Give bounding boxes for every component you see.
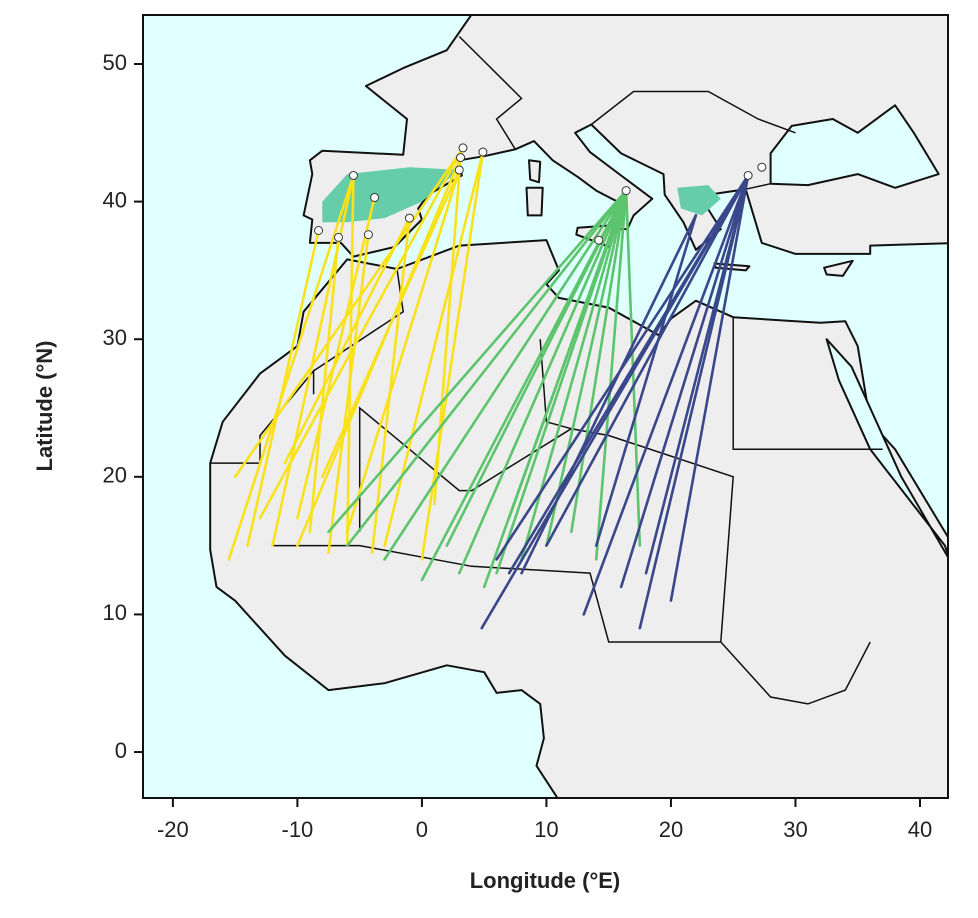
migration-track <box>520 189 628 561</box>
island <box>528 159 542 184</box>
x-tick-label: -10 <box>282 817 314 842</box>
border <box>313 268 405 372</box>
migration-track <box>644 174 750 575</box>
y-tick-label: 20 <box>103 463 127 488</box>
migration-track <box>327 233 370 554</box>
x-tick-label: -20 <box>157 817 189 842</box>
migration-track <box>296 196 376 520</box>
migration-track <box>327 189 628 534</box>
migration-track <box>345 168 461 534</box>
migration-track <box>233 146 465 479</box>
migration-track <box>433 156 462 506</box>
breeding-site <box>757 162 767 172</box>
island <box>823 259 854 277</box>
breeding-site <box>348 170 358 180</box>
breeding-site <box>404 213 414 223</box>
border <box>745 182 771 190</box>
x-axis-title: Longitude (°E) <box>470 868 621 893</box>
x-tick-label: 10 <box>534 817 558 842</box>
border <box>720 641 871 705</box>
migration-track <box>507 189 628 520</box>
migration-track <box>283 216 411 465</box>
migration-track <box>545 174 750 547</box>
breeding-site <box>458 143 468 153</box>
migration-track <box>227 174 355 561</box>
migration-track <box>582 174 750 616</box>
breeding-site <box>363 230 373 240</box>
migration-track <box>669 174 750 602</box>
x-tick-label: 0 <box>416 817 428 842</box>
migration-track <box>258 146 465 520</box>
border <box>358 406 734 643</box>
y-tick-label: 0 <box>115 738 127 763</box>
breeding-site <box>314 225 324 235</box>
breeding-site <box>333 232 343 242</box>
breeding-site <box>370 192 380 202</box>
y-tick-label: 40 <box>103 187 127 212</box>
migration-track <box>445 189 628 547</box>
breeding-range <box>677 185 721 216</box>
x-tick-label: 30 <box>783 817 807 842</box>
migration-track <box>345 174 355 547</box>
red-sea <box>825 338 948 560</box>
migration-track <box>321 168 461 479</box>
breeding-site <box>478 147 488 157</box>
x-tick-label: 20 <box>659 817 683 842</box>
migration-track <box>457 189 628 575</box>
land-europe <box>302 15 948 258</box>
border <box>539 339 572 430</box>
breeding-site <box>621 186 631 196</box>
y-tick-label: 30 <box>103 325 127 350</box>
border <box>732 317 883 451</box>
migration-track <box>520 214 698 575</box>
migration-track <box>594 189 628 561</box>
border <box>272 544 721 643</box>
y-tick-label: 50 <box>103 50 127 75</box>
tracks <box>227 143 767 630</box>
breeding-site <box>594 235 604 245</box>
migration-track <box>246 229 320 547</box>
breeding-site <box>743 170 753 180</box>
migration-track <box>383 150 485 547</box>
y-axis-title: Latitude (°N) <box>32 340 57 471</box>
migration-track <box>420 150 485 561</box>
breeding-site <box>454 165 464 175</box>
y-tick-label: 10 <box>103 600 127 625</box>
breeding-range <box>322 167 460 223</box>
migration-track <box>345 189 628 547</box>
migration-track <box>383 189 628 561</box>
migration-track <box>570 189 628 534</box>
border <box>458 35 523 150</box>
migration-track <box>594 214 698 547</box>
breeding-site <box>456 153 466 163</box>
island <box>525 186 544 217</box>
migration-track <box>507 174 750 575</box>
migration-track <box>370 216 411 554</box>
border <box>590 90 796 134</box>
migration-track <box>619 174 750 589</box>
x-tick-label: 40 <box>908 817 932 842</box>
